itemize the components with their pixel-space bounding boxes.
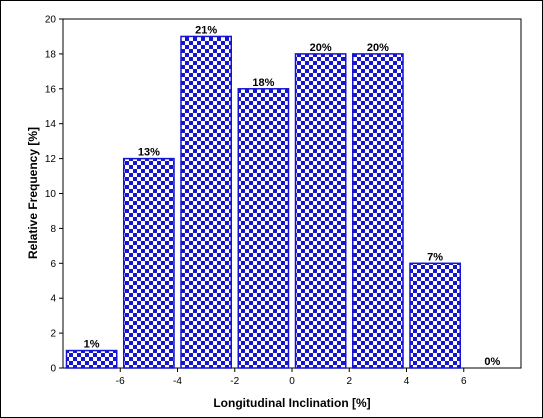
- y-tick-label: 16: [45, 84, 57, 95]
- bar-value-label: 21%: [195, 24, 217, 36]
- bar-value-label: 18%: [252, 77, 274, 89]
- histogram-bar: [409, 262, 461, 369]
- bar-value-label: 1%: [84, 339, 100, 351]
- y-tick-label: 2: [50, 329, 56, 340]
- histogram-bar: [180, 35, 232, 369]
- y-tick-label: 14: [45, 119, 57, 130]
- histogram-bar: [123, 157, 175, 369]
- x-tick-label: 6: [461, 376, 467, 387]
- data-labels: 1% 13% 21% 18% 20% 20% 7% 0%: [84, 24, 501, 368]
- y-tick-label: 18: [45, 49, 57, 60]
- x-tick-label: 4: [404, 376, 410, 387]
- bar-value-label: 13%: [138, 147, 160, 159]
- y-tick-label: 12: [45, 154, 57, 165]
- histogram-bar: [352, 53, 404, 369]
- y-tick-label: 8: [50, 224, 56, 235]
- x-tick-label: -6: [116, 376, 125, 387]
- x-tick-label: -4: [173, 376, 182, 387]
- histogram-bar: [65, 349, 118, 369]
- y-axis-title: Relative Frequency [%]: [26, 127, 40, 259]
- bar-value-label: 7%: [427, 251, 443, 263]
- x-tick-label: 2: [346, 376, 352, 387]
- x-tick-label: -2: [230, 376, 239, 387]
- x-axis: -6 -4 -2 0 2 4 6: [116, 368, 467, 387]
- y-axis: 0 2 4 6 8 10 12 14 16 18 20: [45, 15, 63, 375]
- histogram-bar: [294, 53, 347, 369]
- bar-value-label: 0%: [484, 356, 500, 368]
- x-axis-title: Longitudinal Inclination [%]: [213, 396, 370, 410]
- y-tick-label: 10: [45, 189, 57, 200]
- x-tick-label: 0: [289, 376, 295, 387]
- bar-value-label: 20%: [310, 42, 332, 54]
- y-tick-label: 4: [50, 294, 56, 305]
- histogram-bar: [237, 88, 290, 369]
- bars: [65, 35, 461, 369]
- y-tick-label: 6: [50, 259, 56, 270]
- bar-value-label: 20%: [367, 42, 389, 54]
- y-tick-label: 0: [50, 364, 56, 375]
- y-tick-label: 20: [45, 15, 57, 26]
